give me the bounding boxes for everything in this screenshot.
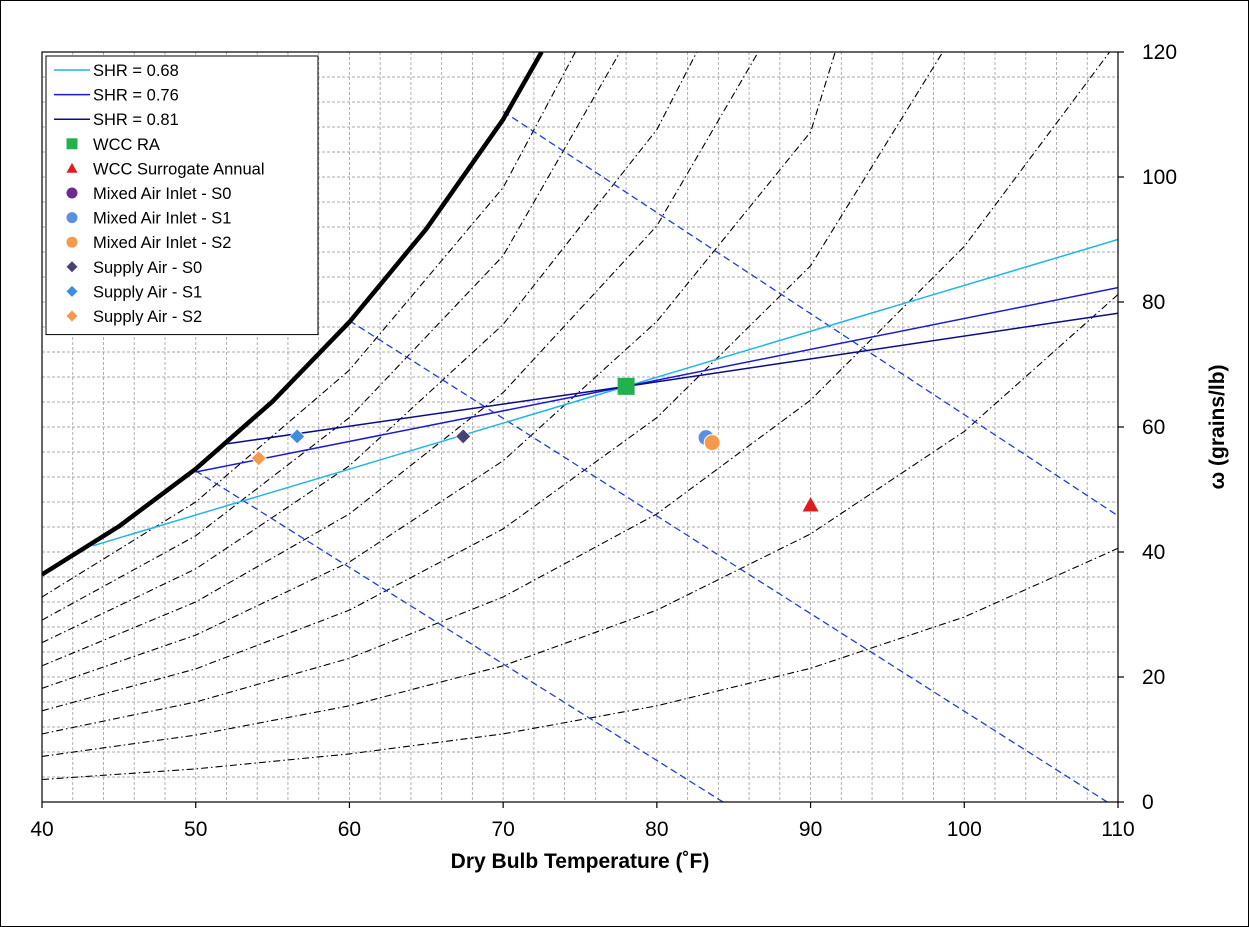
- x-tick-label: 90: [799, 818, 822, 841]
- rh-curve: [42, 52, 1111, 735]
- rh-curve: [42, 52, 576, 598]
- y-tick-label: 100: [1142, 166, 1177, 189]
- legend-label: SHR = 0.76: [93, 87, 179, 105]
- rh-curve: [42, 52, 759, 667]
- legend-swatch: [66, 236, 78, 248]
- saturation-curve: [42, 52, 544, 577]
- legend-swatch: [66, 261, 78, 273]
- legend-label: WCC RA: [93, 136, 160, 154]
- legend-label: Mixed Air Inlet - S1: [93, 210, 231, 228]
- x-tick-label: 100: [947, 818, 982, 841]
- legend-swatch: [66, 187, 78, 199]
- legend-swatch: [66, 212, 78, 224]
- x-tick-label: 70: [491, 818, 514, 841]
- data-point: [802, 497, 819, 512]
- legend-box: [45, 55, 319, 336]
- y-tick-label: 20: [1142, 666, 1165, 689]
- series-line: [226, 312, 1118, 445]
- data-series: [92, 238, 1118, 547]
- legend-swatch: [66, 138, 78, 150]
- legend: SHR = 0.68 SHR = 0.76 SHR = 0.81 WCC RA WCC …: [45, 55, 319, 336]
- data-point: [250, 450, 267, 467]
- rh-curve: [42, 52, 944, 712]
- rh-curve: [42, 52, 836, 689]
- legend-swatch: [66, 310, 78, 322]
- psychrometric-curves: [42, 52, 1118, 802]
- x-tick-label: 110: [1101, 818, 1134, 841]
- x-tick-label: 80: [645, 818, 668, 841]
- data-point: [617, 377, 635, 395]
- axes: 40 50 60 70 80 90 100 110 0 20 40 60 80 100 120: [30, 41, 1177, 841]
- y-tick-label: 40: [1142, 541, 1165, 564]
- y-tick-label: 0: [1142, 791, 1154, 814]
- y-tick-label: 120: [1142, 41, 1177, 64]
- x-tick-label: 60: [338, 818, 361, 841]
- enthalpy-line: [502, 110, 1118, 517]
- rh-curve: [42, 52, 621, 621]
- legend-label: Supply Air - S0: [93, 259, 202, 277]
- legend-swatch: [66, 285, 78, 297]
- data-point: [703, 434, 721, 452]
- legend-label: Supply Air - S2: [93, 308, 202, 326]
- enthalpy-line: [349, 320, 1108, 802]
- y-tick-label: 80: [1142, 291, 1165, 314]
- legend-label: Mixed Air Inlet - S0: [93, 185, 231, 203]
- data-point: [289, 428, 306, 445]
- enthalpy-line: [195, 470, 724, 802]
- x-tick-label: 40: [30, 818, 53, 841]
- legend-label: SHR = 0.81: [93, 111, 179, 129]
- x-axis-title: Dry Bulb Temperature (˚F): [451, 850, 710, 873]
- legend-label: SHR = 0.68: [93, 62, 179, 80]
- rh-curve: [42, 294, 1118, 757]
- y-axis-title: ω (grains/lb): [1206, 364, 1229, 489]
- legend-swatch: [66, 162, 78, 173]
- rh-curve: [42, 52, 698, 644]
- legend-label: WCC Surrogate Annual: [93, 160, 265, 178]
- data-point: [455, 428, 472, 445]
- x-tick-label: 50: [184, 818, 207, 841]
- legend-label: Mixed Air Inlet - S2: [93, 234, 231, 252]
- legend-label: Supply Air - S1: [93, 283, 202, 301]
- y-tick-label: 60: [1142, 416, 1165, 439]
- rh-curve: [42, 547, 1118, 781]
